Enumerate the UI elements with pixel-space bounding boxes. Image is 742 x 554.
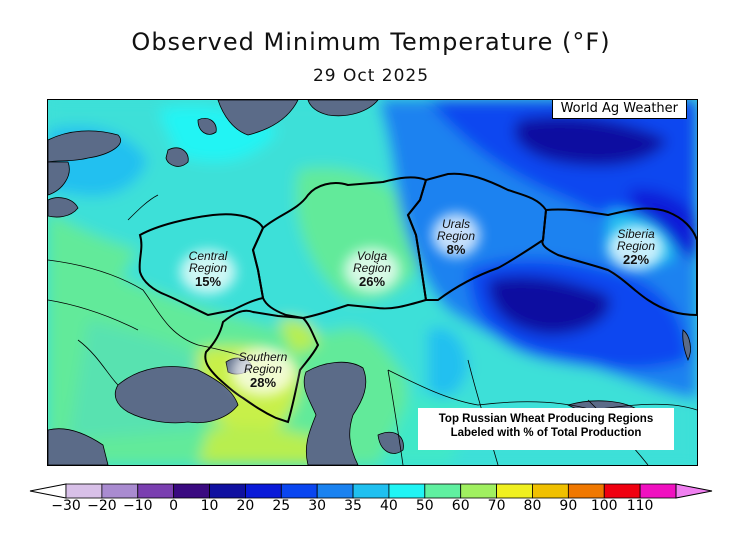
region-pct: 22%	[622, 252, 650, 267]
scale-swatch	[280, 483, 318, 499]
region-name-line2: Region	[436, 229, 476, 243]
region-name-line1: Central	[188, 249, 228, 263]
map-title: Observed Minimum Temperature (°F)	[131, 28, 611, 56]
scale-tick-label: 100	[590, 498, 618, 514]
wheat-region-outlines	[138, 172, 697, 424]
temperature-field	[48, 100, 697, 465]
scale-tick-label: 80	[523, 498, 542, 514]
scale-swatch	[173, 483, 210, 499]
region-name-line1: Urals	[441, 217, 470, 231]
production-note: Top Russian Wheat Producing Regions Labe…	[418, 408, 674, 450]
scale-swatch	[388, 483, 426, 499]
color-scale-bar	[29, 483, 713, 499]
scale-tick-label: 20	[236, 498, 255, 514]
region-name-line1: Siberia	[617, 227, 655, 241]
scale-swatch	[603, 483, 641, 499]
region-label-southern: Southern Region 28%	[228, 351, 298, 389]
scale-tick-label: 60	[451, 498, 470, 514]
credit-label: World Ag Weather	[551, 100, 687, 119]
scale-swatch	[639, 483, 677, 499]
scale-swatch	[209, 483, 246, 499]
temperature-map: World Ag Weather Central Region 15% Volg…	[47, 99, 698, 466]
region-name-line1: Volga	[356, 249, 388, 263]
region-label-siberia: Siberia Region 22%	[604, 228, 668, 266]
scale-swatch	[532, 483, 569, 499]
scale-swatch	[65, 483, 103, 499]
label-glows	[180, 213, 664, 396]
scale-swatch	[137, 483, 175, 499]
scale-tick-label: 30	[308, 498, 327, 514]
scale-tick-label: 90	[559, 498, 578, 514]
scale-swatch	[245, 483, 282, 499]
scale-tick-label: −30	[51, 498, 81, 514]
region-name-line2: Region	[243, 362, 283, 376]
region-pct: 26%	[358, 274, 386, 289]
map-date: 29 Oct 2025	[312, 66, 430, 86]
scale-tick-label: 10	[200, 498, 219, 514]
region-label-volga: Volga Region 26%	[340, 250, 404, 288]
scale-tick-label: 35	[344, 498, 362, 514]
scale-tick-label: 0	[169, 498, 179, 514]
scale-under-arrow	[29, 483, 67, 499]
region-label-central: Central Region 15%	[176, 250, 240, 288]
scale-swatch	[101, 483, 139, 499]
scale-swatch	[316, 483, 354, 499]
scale-tick-label: 70	[487, 498, 506, 514]
map-canvas	[48, 100, 697, 465]
scale-tick-label: 40	[380, 498, 398, 514]
scale-swatch	[496, 483, 533, 499]
scale-tick-label: 50	[415, 498, 434, 514]
scale-tick-label: −10	[122, 498, 153, 514]
scale-tick-label: 110	[626, 498, 654, 514]
scale-swatch	[567, 483, 605, 499]
region-name-line2: Region	[188, 261, 228, 275]
scale-swatch	[352, 483, 390, 499]
region-name-line1: Southern	[238, 350, 288, 364]
region-pct: 28%	[249, 375, 277, 390]
note-line: Top Russian Wheat Producing Regions	[438, 413, 654, 425]
note-line: Labeled with % of Total Production	[450, 427, 642, 439]
scale-over-arrow	[675, 483, 713, 499]
scale-swatch	[424, 483, 462, 499]
region-pct: 15%	[194, 274, 222, 289]
scale-swatch	[460, 483, 497, 499]
region-label-urals: Urals Region 8%	[424, 218, 488, 256]
scale-tick-label: −20	[87, 498, 117, 514]
scale-tick-label: 25	[272, 498, 291, 514]
region-pct: 8%	[446, 242, 466, 257]
region-name-line2: Region	[352, 261, 392, 275]
region-name-line2: Region	[616, 239, 656, 253]
